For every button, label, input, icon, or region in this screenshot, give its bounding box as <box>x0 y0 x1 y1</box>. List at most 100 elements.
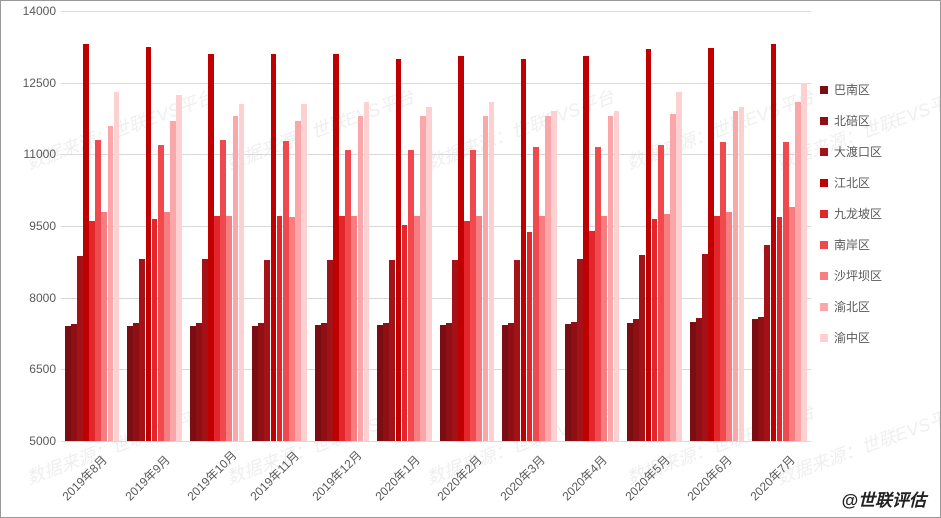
bar <box>77 256 83 441</box>
x-tick-label: 2019年9月 <box>121 451 174 504</box>
legend-label: 巴南区 <box>834 81 870 98</box>
bar <box>789 207 795 441</box>
y-tick-label: 11000 <box>11 147 56 161</box>
legend-item: 北碚区 <box>820 112 930 129</box>
bar <box>83 44 89 441</box>
bar <box>364 102 370 441</box>
bar <box>408 150 414 441</box>
bar-group <box>124 11 187 441</box>
bar <box>271 54 277 441</box>
legend-label: 渝中区 <box>834 329 870 346</box>
bar <box>627 323 633 441</box>
bar <box>277 216 283 442</box>
x-tick-label: 2020年4月 <box>558 451 611 504</box>
bar <box>301 104 307 441</box>
bar <box>152 219 158 441</box>
bar <box>633 319 639 441</box>
legend-label: 南岸区 <box>834 236 870 253</box>
bar-group <box>499 11 562 441</box>
bar <box>101 212 107 441</box>
bar <box>720 142 726 441</box>
bar <box>764 245 770 441</box>
y-tick-label: 9500 <box>11 219 56 233</box>
bar <box>133 323 139 441</box>
bar <box>527 232 533 441</box>
legend-label: 九龙坡区 <box>834 205 882 222</box>
bar <box>696 318 702 441</box>
bar-group <box>624 11 687 441</box>
bar <box>783 142 789 441</box>
x-tick-label: 2019年12月 <box>308 447 365 504</box>
bar <box>377 325 383 441</box>
bar <box>327 260 333 441</box>
bar <box>283 141 289 441</box>
bar <box>646 49 652 441</box>
bar <box>426 107 432 441</box>
bar <box>733 111 739 441</box>
bar <box>176 95 182 441</box>
bar <box>127 326 133 441</box>
legend-item: 沙坪坝区 <box>820 267 930 284</box>
bar <box>670 114 676 441</box>
bar <box>639 255 645 441</box>
legend-swatch <box>820 334 828 342</box>
bar <box>114 92 120 441</box>
bar <box>89 221 95 441</box>
bar <box>440 325 446 441</box>
bar <box>196 323 202 441</box>
bar <box>708 48 714 441</box>
bar <box>489 102 495 441</box>
bar <box>233 116 239 441</box>
bar-group <box>749 11 812 441</box>
bar <box>571 322 577 441</box>
bar <box>345 150 351 441</box>
plot-area <box>61 11 811 441</box>
bar <box>220 140 226 441</box>
x-tick-label: 2020年2月 <box>433 451 486 504</box>
bar <box>339 216 345 442</box>
legend-swatch <box>820 179 828 187</box>
bar <box>752 319 758 441</box>
bar <box>726 212 732 441</box>
bar <box>601 216 607 441</box>
bar <box>565 324 571 441</box>
bar <box>658 145 664 441</box>
bar-group <box>186 11 249 441</box>
gridline <box>61 441 811 442</box>
bar <box>239 104 245 441</box>
x-tick-label: 2019年11月 <box>246 447 303 504</box>
legend-swatch <box>820 210 828 218</box>
bar <box>95 140 101 441</box>
bar <box>333 54 339 441</box>
bar <box>521 59 527 441</box>
legend-item: 渝中区 <box>820 329 930 346</box>
bar <box>577 259 583 441</box>
bar <box>470 150 476 441</box>
bar <box>771 44 777 441</box>
bar <box>389 260 395 441</box>
bar <box>758 317 764 441</box>
bar <box>589 231 595 441</box>
bar-group <box>249 11 312 441</box>
x-axis-labels: 2019年8月2019年9月2019年10月2019年11月2019年12月20… <box>61 444 811 504</box>
bar <box>315 325 321 441</box>
x-tick-label: 2020年6月 <box>683 451 736 504</box>
legend-label: 江北区 <box>834 174 870 191</box>
x-tick-label: 2019年8月 <box>58 451 111 504</box>
bar <box>690 322 696 441</box>
bar <box>795 102 801 441</box>
bar <box>452 260 458 441</box>
legend-swatch <box>820 272 828 280</box>
bar <box>458 56 464 441</box>
bar <box>252 326 258 441</box>
bar <box>214 216 220 441</box>
x-tick-label: 2020年7月 <box>746 451 799 504</box>
y-tick-label: 5000 <box>11 434 56 448</box>
legend-item: 大渡口区 <box>820 143 930 160</box>
legend: 巴南区北碚区大渡口区江北区九龙坡区南岸区沙坪坝区渝北区渝中区 <box>820 81 930 360</box>
x-tick-label: 2020年3月 <box>496 451 549 504</box>
bar <box>226 216 232 441</box>
bar <box>170 121 176 441</box>
bar <box>608 116 614 441</box>
bar <box>583 56 589 441</box>
